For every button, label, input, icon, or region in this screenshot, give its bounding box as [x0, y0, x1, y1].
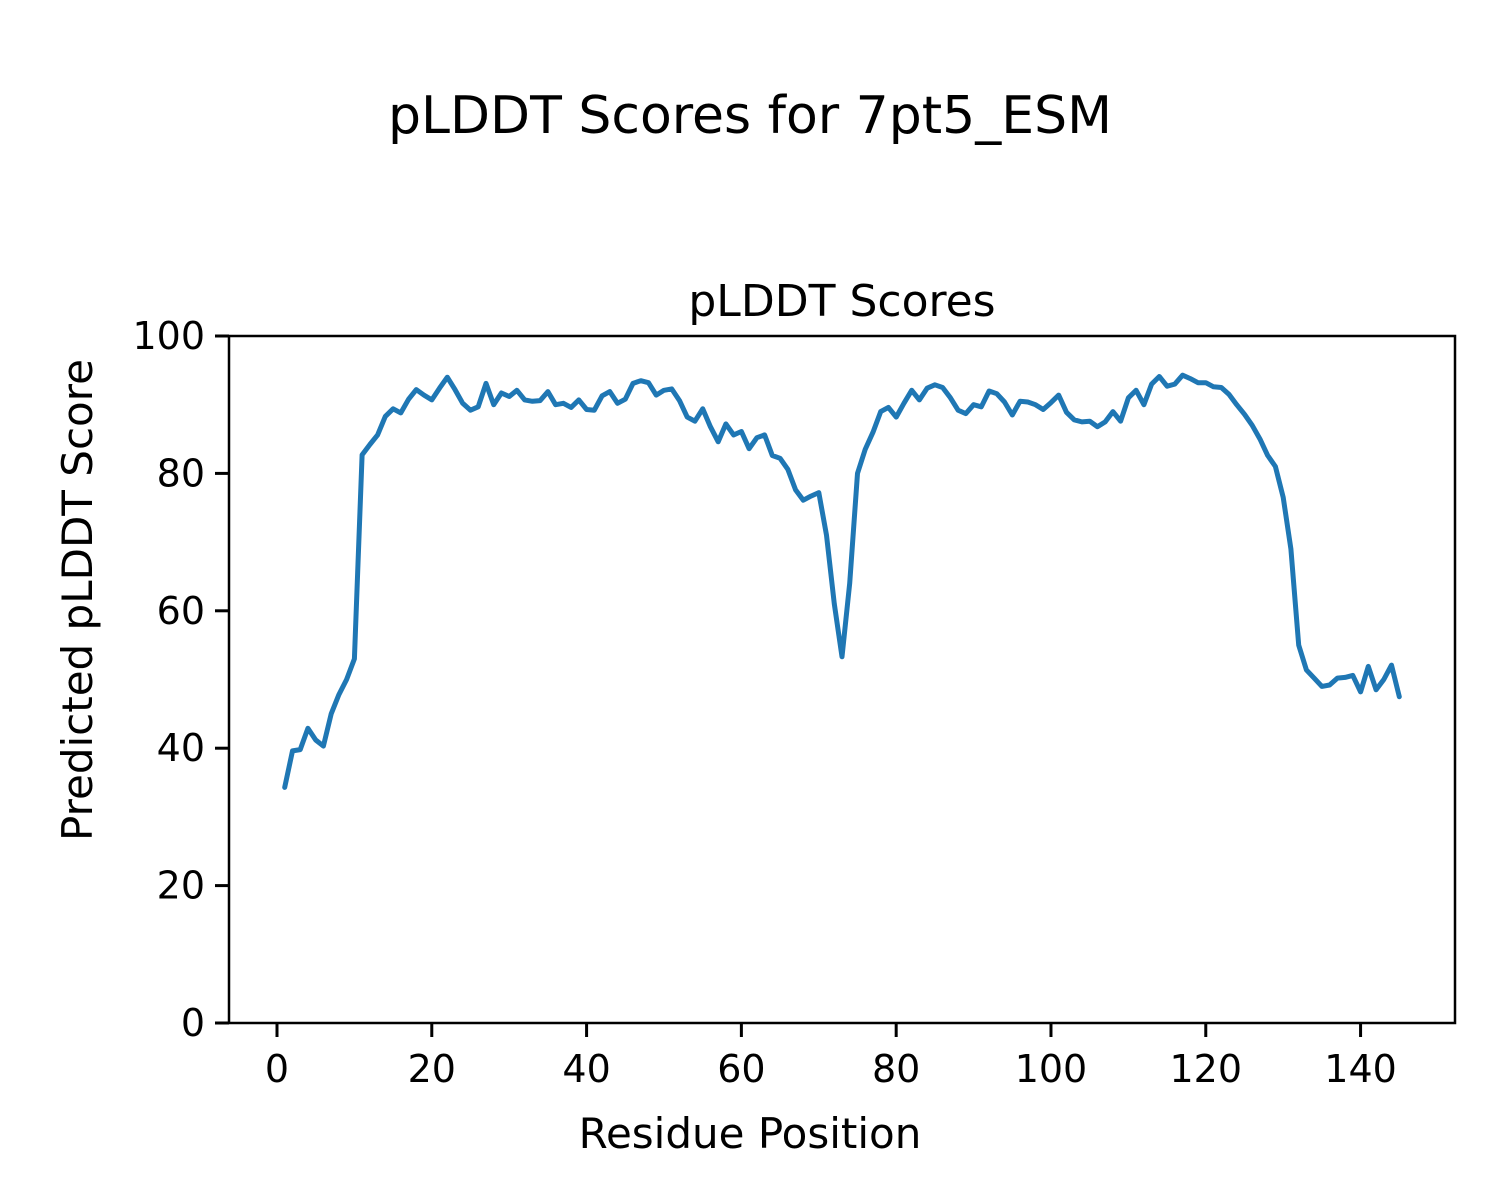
y-tick-label: 80 — [157, 451, 205, 495]
y-tick-label: 0 — [181, 1001, 205, 1045]
x-axis-ticks: 0 20 40 60 80 100 120 140 — [265, 1023, 1397, 1091]
y-tick-label: 40 — [157, 726, 205, 770]
figure-suptitle: pLDDT Scores for 7pt5_ESM — [388, 86, 1112, 146]
x-tick-label: 120 — [1170, 1047, 1243, 1091]
x-tick-label: 140 — [1324, 1047, 1397, 1091]
axes-title: pLDDT Scores — [688, 276, 995, 327]
x-tick-label: 0 — [265, 1047, 289, 1091]
y-tick-label: 20 — [157, 864, 205, 908]
plddt-line — [282, 372, 1402, 790]
y-axis-ticks: 0 20 40 60 80 100 — [132, 314, 229, 1045]
x-tick-label: 20 — [408, 1047, 456, 1091]
x-tick-label: 40 — [562, 1047, 610, 1091]
plot-border — [227, 334, 1457, 1025]
y-tick-label: 60 — [157, 589, 205, 633]
x-tick-label: 100 — [1015, 1047, 1088, 1091]
x-axis-label: Residue Position — [579, 1109, 922, 1158]
x-tick-label: 80 — [872, 1047, 920, 1091]
y-axis-label: Predicted pLDDT Score — [53, 359, 102, 841]
y-tick-label: 100 — [132, 314, 205, 358]
x-tick-label: 60 — [717, 1047, 765, 1091]
